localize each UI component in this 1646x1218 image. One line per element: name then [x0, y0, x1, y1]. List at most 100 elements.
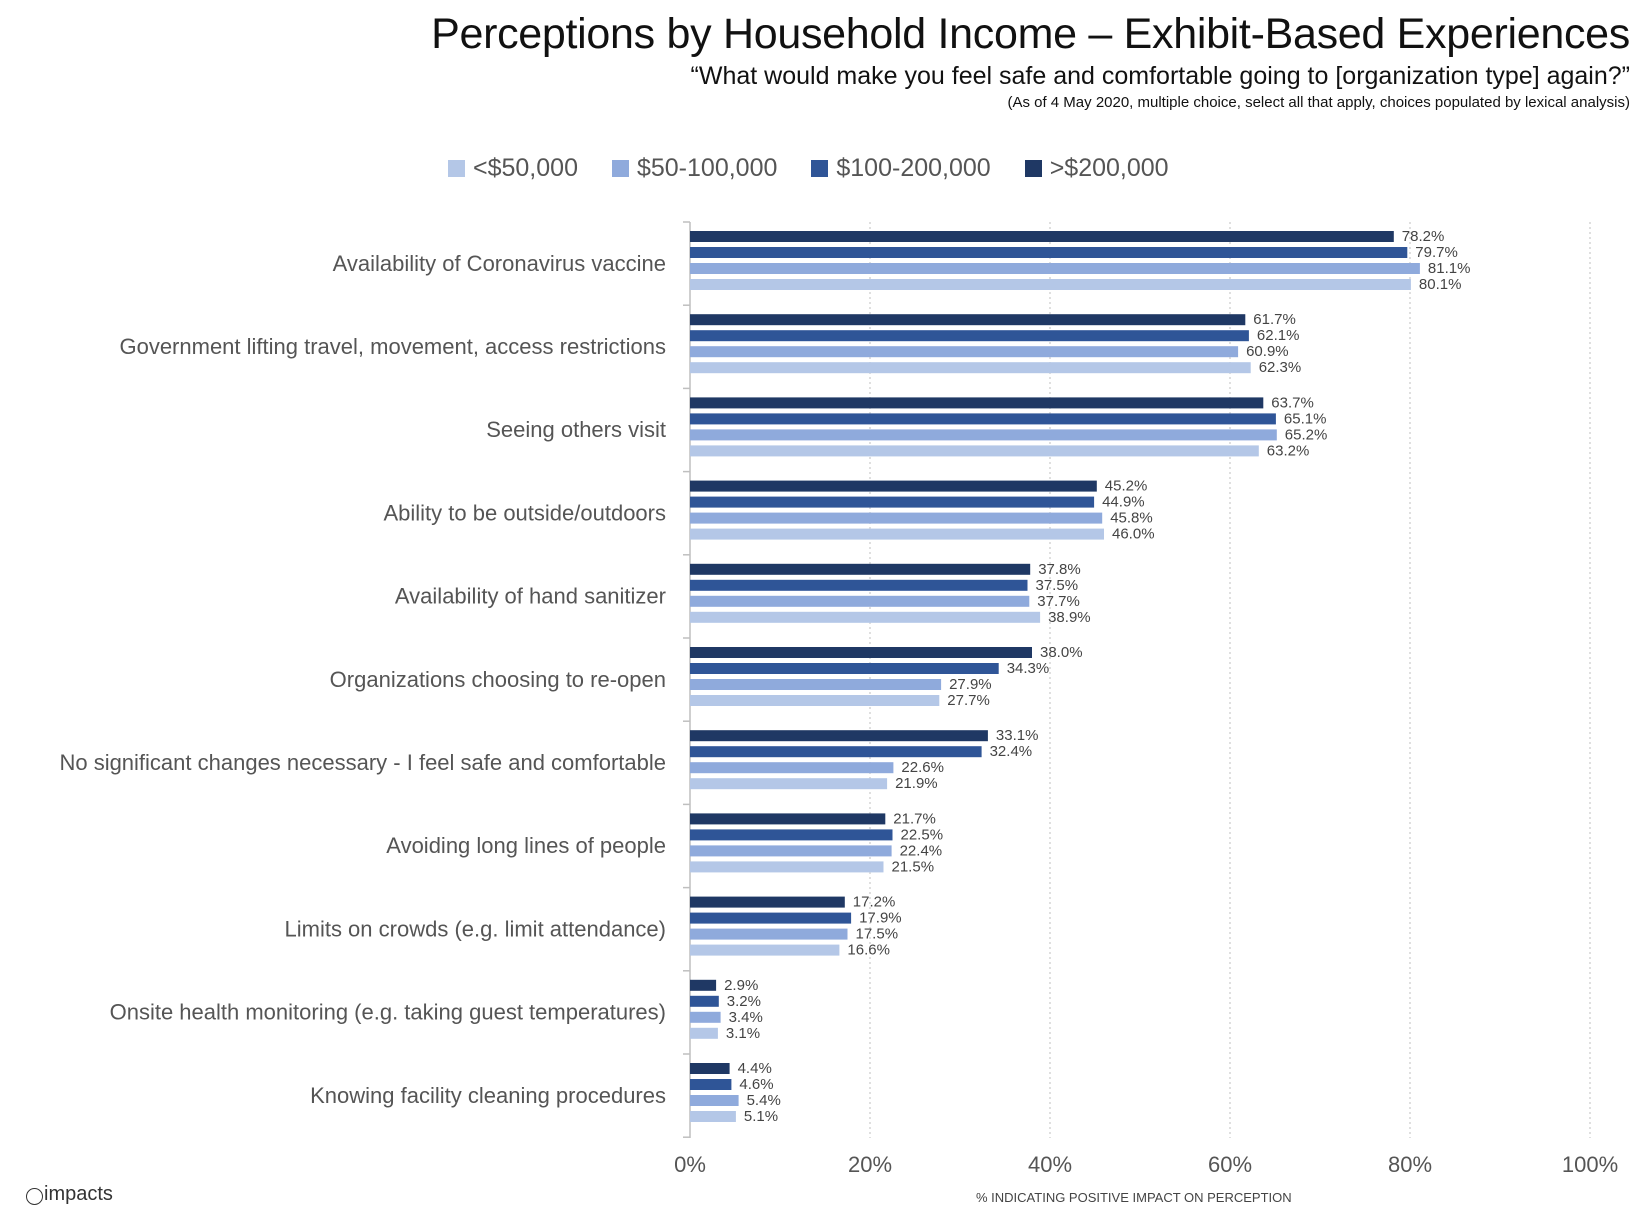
bar [690, 896, 845, 908]
legend-item-under-50k: <$50,000 [448, 154, 578, 183]
bar [690, 829, 893, 841]
data-label: 37.7% [1037, 593, 1080, 610]
data-label: 5.4% [747, 1092, 781, 1109]
bar [690, 995, 719, 1007]
bar [690, 778, 888, 790]
legend-label-100-200k: $100-200,000 [836, 154, 991, 182]
data-label: 16.6% [847, 942, 890, 959]
data-label: 32.4% [990, 743, 1033, 760]
bar [690, 912, 852, 924]
legend-label-50-100k: $50-100,000 [636, 154, 778, 182]
data-label: 38.0% [1040, 644, 1083, 661]
data-label: 4.6% [739, 1076, 773, 1093]
chart-subtitle: “What would make you feel safe and comfo… [690, 62, 1630, 90]
x-tick-label: 0% [674, 1152, 706, 1177]
bar [690, 695, 940, 706]
bar [690, 512, 1103, 524]
data-label: 65.1% [1284, 410, 1327, 427]
data-label: 21.9% [895, 775, 938, 792]
bar [690, 429, 1277, 441]
bar [690, 813, 886, 825]
legend-item-50-100k: $50-100,000 [611, 154, 778, 183]
bar [690, 480, 1097, 492]
bar [690, 563, 1031, 575]
data-label: 22.6% [901, 759, 944, 776]
x-axis-label: % INDICATING POSITIVE IMPACT ON PERCEPTI… [976, 1190, 1292, 1205]
data-label: 4.4% [738, 1060, 772, 1077]
category-label: Availability of hand sanitizer [395, 584, 666, 609]
bar [690, 362, 1251, 374]
bar [690, 496, 1095, 508]
chart-title: Perceptions by Household Income – Exhibi… [431, 10, 1630, 58]
bar [690, 861, 884, 873]
bar [690, 845, 892, 857]
bar [690, 397, 1264, 409]
data-label: 63.7% [1271, 394, 1314, 411]
data-label: 22.5% [901, 826, 944, 843]
bar [690, 1111, 736, 1122]
data-label: 61.7% [1253, 311, 1296, 328]
bar [690, 314, 1246, 326]
bar [690, 1095, 739, 1106]
data-label: 37.5% [1036, 577, 1079, 594]
x-tick-label: 40% [1028, 1152, 1072, 1177]
category-label: Limits on crowds (e.g. limit attendance) [285, 916, 667, 941]
bar [690, 944, 840, 956]
bar [690, 762, 894, 774]
legend-item-100-200k: $100-200,000 [811, 154, 991, 183]
data-label: 45.8% [1110, 510, 1153, 527]
bar [690, 330, 1249, 342]
bar [690, 647, 1032, 658]
data-label: 33.1% [996, 727, 1039, 744]
category-label: Onsite health monitoring (e.g. taking gu… [110, 1000, 666, 1025]
data-label: 3.1% [726, 1025, 760, 1042]
x-tick-label: 60% [1208, 1152, 1252, 1177]
x-tick-label: 20% [848, 1152, 892, 1177]
data-label: 79.7% [1415, 244, 1458, 261]
data-label: 27.7% [947, 692, 990, 709]
logo-text: impacts [44, 1183, 113, 1205]
bar [690, 231, 1394, 242]
impacts-logo-icon [26, 1188, 43, 1205]
x-tick-label: 100% [1562, 1152, 1618, 1177]
data-label: 37.8% [1038, 561, 1081, 578]
category-label: Avoiding long lines of people [386, 833, 666, 858]
data-label: 65.2% [1285, 426, 1328, 443]
bar [690, 279, 1411, 290]
bar [690, 413, 1276, 425]
data-label: 17.5% [856, 926, 899, 943]
data-label: 3.2% [727, 993, 761, 1010]
bar [690, 928, 848, 940]
bar [690, 679, 942, 690]
data-label: 21.7% [893, 810, 936, 827]
category-label: Organizations choosing to re-open [330, 667, 666, 692]
bar [690, 979, 717, 991]
data-label: 5.1% [744, 1108, 778, 1125]
bar [690, 1063, 730, 1074]
bar [690, 663, 999, 674]
category-label: Availability of Coronavirus vaccine [333, 251, 666, 276]
data-label: 27.9% [949, 676, 992, 693]
data-label: 38.9% [1048, 609, 1091, 626]
legend-item-over-200k: >$200,000 [1024, 154, 1169, 183]
impacts-logo: impacts [26, 1183, 113, 1206]
bar [690, 445, 1259, 457]
bar [690, 528, 1104, 540]
category-label: Seeing others visit [486, 417, 666, 442]
data-label: 62.3% [1259, 359, 1302, 376]
data-label: 63.2% [1267, 442, 1310, 459]
chart-note: (As of 4 May 2020, multiple choice, sele… [1007, 94, 1630, 111]
bar [690, 247, 1408, 258]
legend-swatch-50-100k [611, 160, 629, 177]
legend-swatch-under-50k [448, 160, 465, 177]
data-label: 3.4% [729, 1009, 763, 1026]
bar [690, 1027, 718, 1039]
data-label: 22.4% [900, 842, 943, 859]
x-tick-label: 80% [1388, 1152, 1432, 1177]
data-label: 78.2% [1402, 228, 1445, 245]
bar [690, 346, 1239, 358]
legend-swatch-100-200k [811, 160, 829, 177]
data-label: 17.2% [853, 894, 896, 911]
data-label: 21.5% [892, 858, 935, 875]
